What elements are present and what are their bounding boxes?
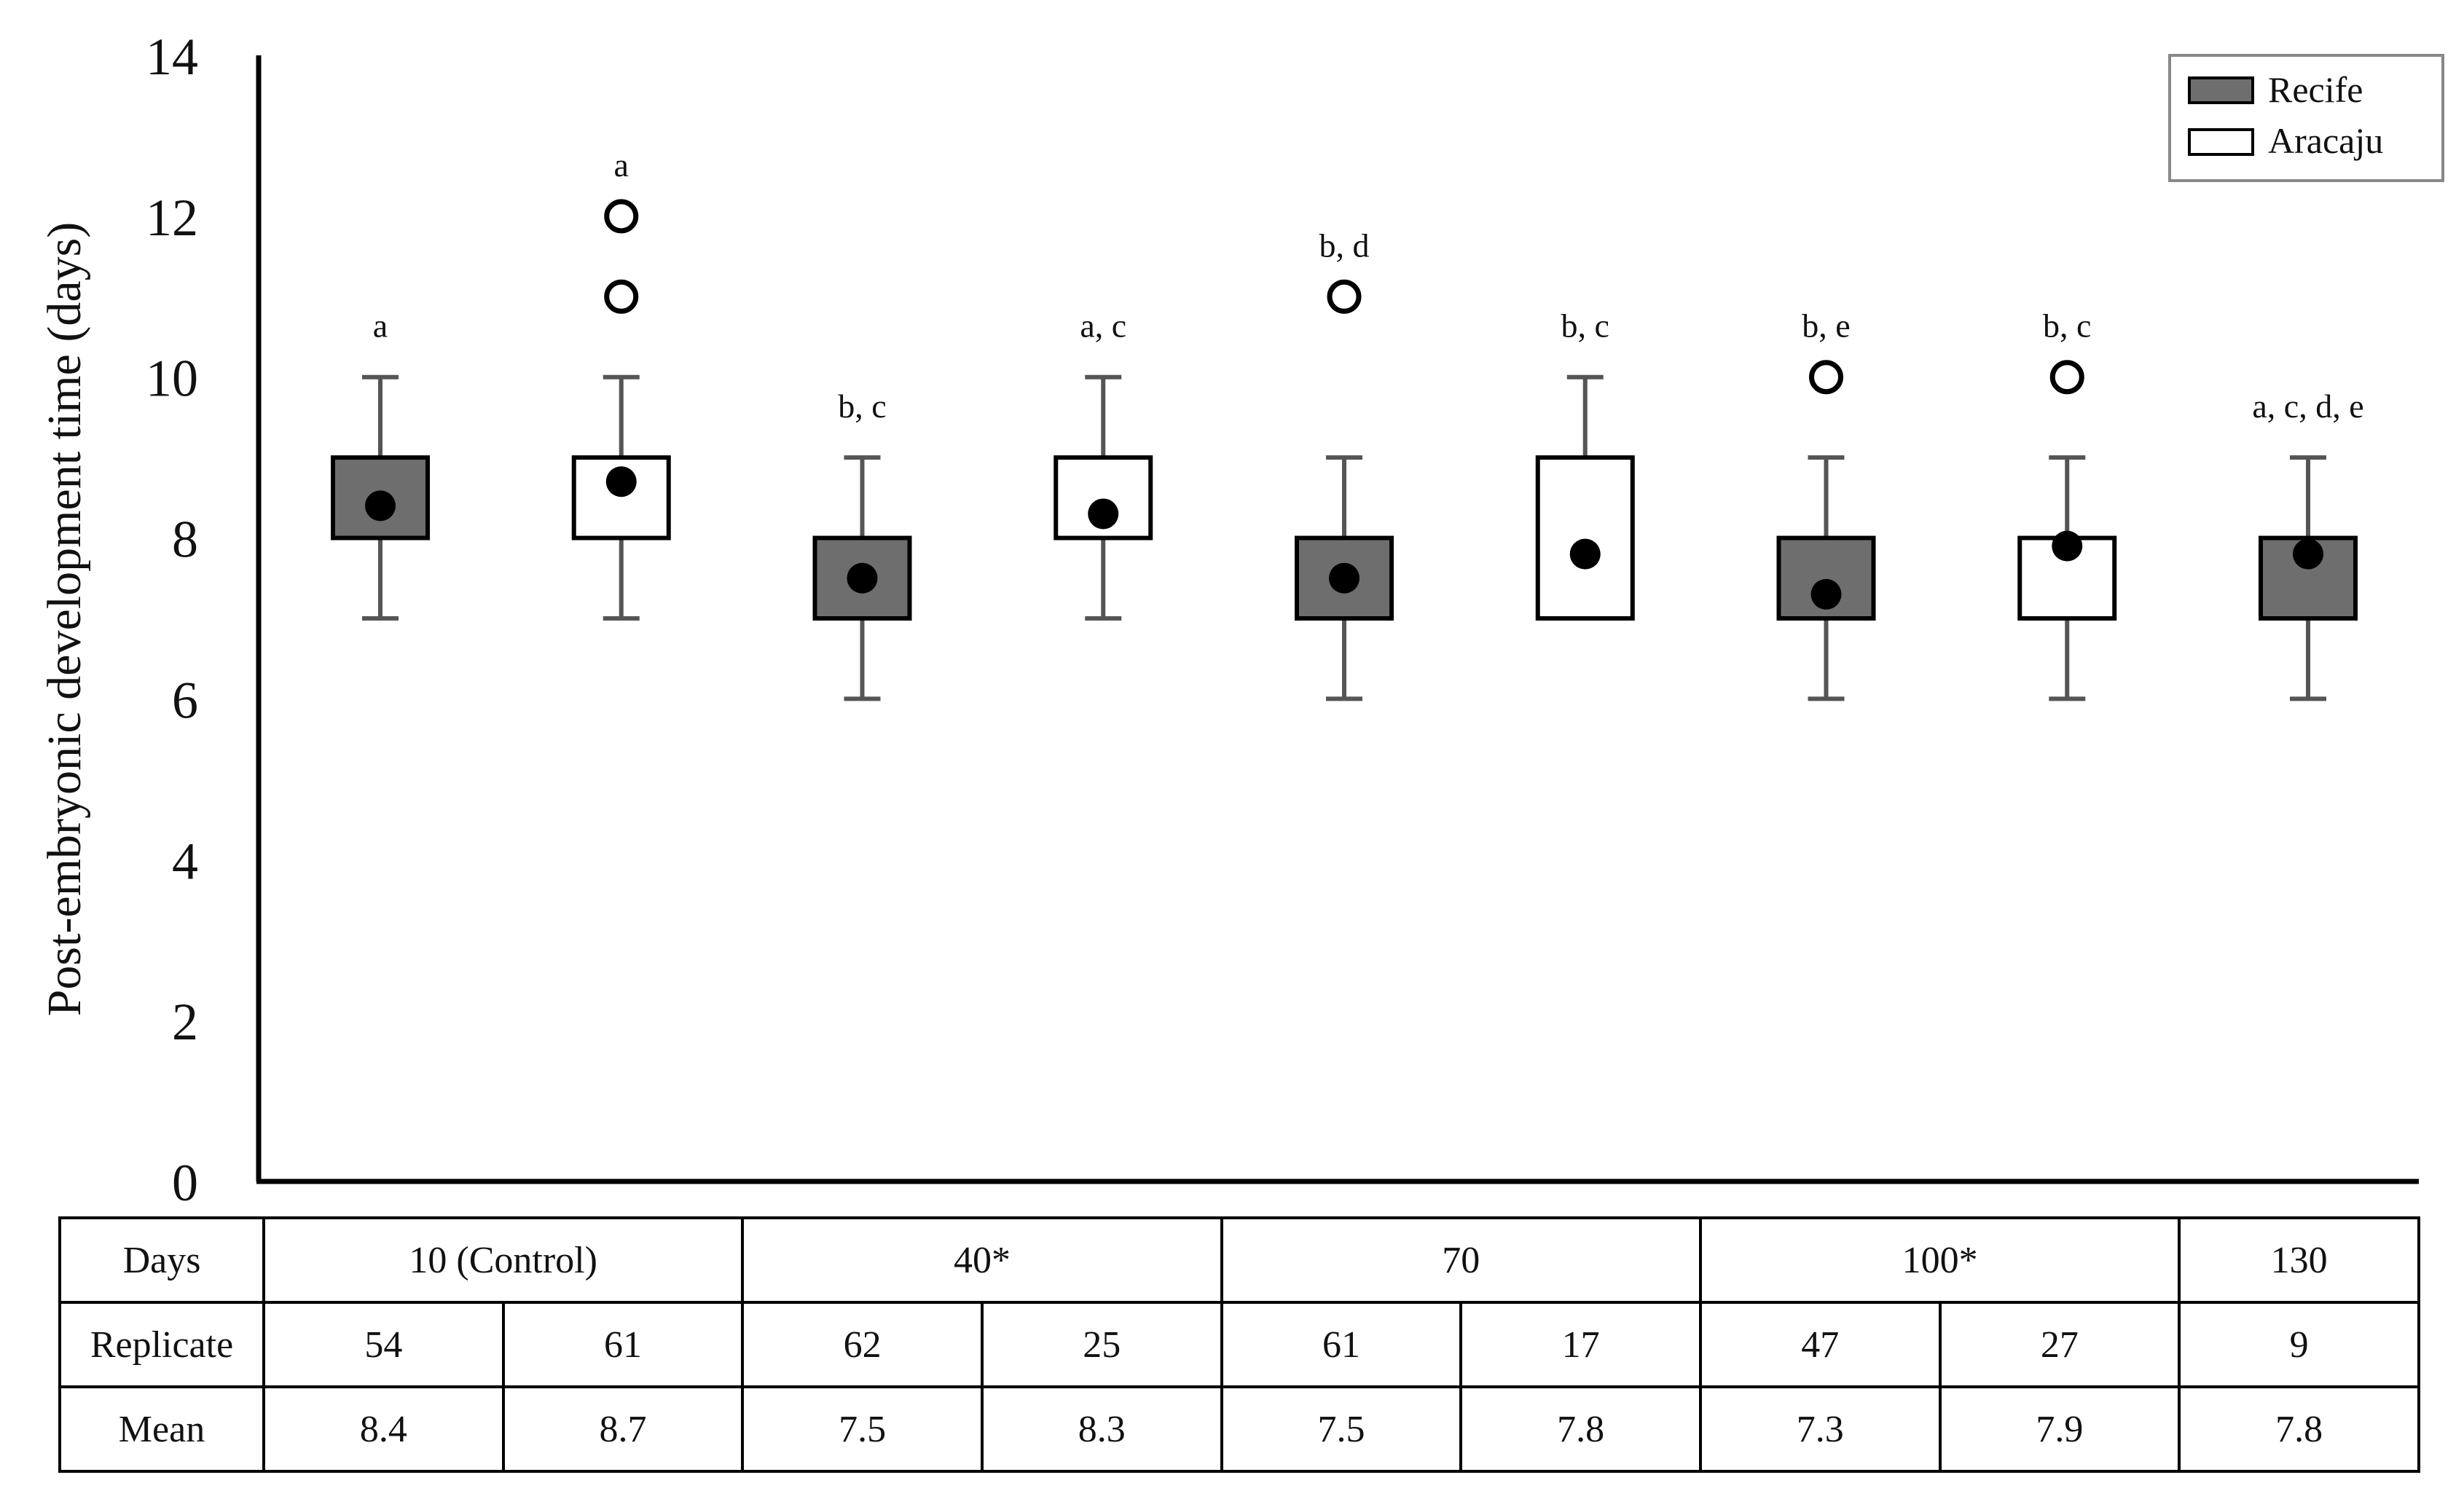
table-cell: 8.3 [980,1385,1223,1473]
table-cell: 8.7 [501,1385,745,1473]
y-tick-label: 0 [172,1154,198,1212]
box-6: b, c [1535,307,1635,621]
mean-point [1569,538,1601,570]
significance-letters: a, c, d, e [2252,387,2363,425]
y-tick-label: 10 [146,350,198,408]
iqr-box [1535,455,1635,621]
outlier-point [2049,360,2084,395]
mean-point [2052,530,2083,562]
table-cell: 7.5 [741,1385,984,1473]
table-cell: 10 (Control) [262,1216,745,1304]
table-row-label: Replicate [58,1301,265,1388]
outlier-point [1809,360,1843,395]
box-plots: a a b, c a, c b, d b, c b, e b, c a, c, d, e [331,146,2364,701]
y-tick-label: 4 [172,832,198,890]
table-cell: 70 [1220,1216,1702,1304]
significance-letters: a, c [1080,307,1126,345]
table-cell: 17 [1459,1301,1702,1388]
table-cell: 9 [2178,1301,2420,1388]
mean-point [1088,498,1119,530]
table-cell: 8.4 [262,1385,505,1473]
y-tick-label: 8 [172,511,198,569]
box-3: b, c [812,387,912,701]
mean-point [847,562,878,594]
legend-label-aracaju: Aracaju [2268,120,2383,161]
outlier-point [604,279,639,314]
significance-letters: b, c [1561,307,1609,345]
table-cell: 130 [2178,1216,2420,1304]
significance-letters: b, c [2043,307,2091,345]
table-cell: 40* [741,1216,1223,1304]
box-5: b, d [1295,227,1394,701]
mean-point [1810,578,1842,610]
table-cell: 7.9 [1938,1385,2181,1473]
legend-swatch-aracaju [2188,128,2254,156]
significance-letters: b, d [1319,227,1370,264]
table-cell: 61 [501,1301,745,1388]
y-tick-label: 12 [146,189,198,247]
box-1: a [331,307,430,621]
table-row-mean: Mean 8.4 8.7 7.5 8.3 7.5 7.8 7.3 7.9 7.8 [58,1385,2420,1473]
mean-point [2293,538,2323,570]
table-cell: 54 [262,1301,505,1388]
boxplot-chart: 0 2 4 6 8 10 12 14 a a b, c a, c b, d b, c b, e b, c a,… [38,28,2444,1212]
outlier-point [1327,279,1362,314]
significance-letters: a [614,146,629,184]
legend-swatch-recife [2188,76,2254,104]
box-9: a, c, d, e [2252,387,2364,701]
table-cell: 27 [1938,1301,2181,1388]
legend-label-recife: Recife [2268,69,2363,110]
table-cell: 7.3 [1698,1385,1942,1473]
y-axis: 0 2 4 6 8 10 12 14 [146,28,2419,1212]
box-8: b, c [2017,307,2117,701]
box-2: a [571,146,671,621]
box-7: b, e [1776,307,1876,701]
legend-frame [2168,54,2444,182]
table-cell: 7.8 [2178,1385,2420,1473]
table-cell: 100* [1698,1216,2181,1304]
table-cell: 62 [741,1301,984,1388]
table-cell: 25 [980,1301,1223,1388]
table-cell: 61 [1220,1301,1463,1388]
outlier-point [604,199,639,234]
mean-point [605,466,637,497]
box-4: a, c [1054,307,1153,621]
mean-point [1329,562,1359,594]
table-cell: 7.5 [1220,1385,1463,1473]
table-cell: 7.8 [1459,1385,1702,1473]
y-tick-label: 2 [172,993,198,1051]
table-row-label: Mean [58,1385,265,1473]
table-cell: 47 [1698,1301,1942,1388]
iqr-box [2259,535,2358,621]
significance-letters: b, e [1802,307,1850,345]
y-tick-label: 14 [146,28,198,86]
table-row-replicate: Replicate 54 61 62 25 61 17 47 27 9 [58,1301,2420,1388]
summary-table: Days 10 (Control) 40* 70 100* 130 Replicate 54 6… [58,1216,2420,1473]
legend: Recife Aracaju [2168,54,2444,182]
significance-letters: a [373,307,388,345]
mean-point [365,490,396,522]
table-row-days: Days 10 (Control) 40* 70 100* 130 [58,1216,2420,1304]
table-row-label: Days [58,1216,265,1304]
y-tick-label: 6 [172,671,198,729]
significance-letters: b, c [838,387,886,425]
y-axis-label: Post-embryonic development time (days) [38,222,91,1017]
